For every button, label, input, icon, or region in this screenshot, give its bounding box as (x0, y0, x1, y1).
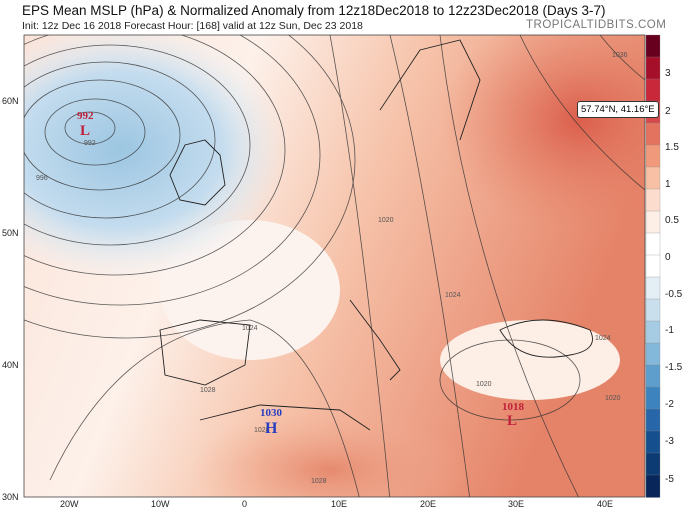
colorbar-swatch (645, 78, 661, 102)
colorbar-swatch (645, 320, 661, 344)
coordinate-tooltip: 57.74°N, 41.16°E (577, 101, 659, 118)
contour-label: 1036 (612, 52, 628, 59)
lon-label: 20W (60, 499, 79, 508)
colorbar-swatch (645, 254, 661, 278)
coastlines (159, 39, 593, 431)
lon-label: 10W (151, 499, 170, 508)
colorbar-swatch (645, 430, 661, 454)
colorbar-swatch (645, 166, 661, 190)
colorbar-label: 2 (665, 106, 671, 117)
low-center-atlantic: 992 L (77, 110, 94, 139)
colorbar-label: -3 (665, 436, 674, 447)
high-center-algeria: 1030 H (260, 407, 283, 437)
colorbar-label: 1.5 (665, 142, 679, 153)
contour-label: 1024 (595, 335, 611, 342)
low-center-mediterranean: 1018 L (502, 401, 525, 429)
contour-label: 996 (36, 175, 48, 182)
contour-label: 1020 (378, 217, 394, 224)
lat-label: 40N (2, 360, 19, 370)
lat-label: 60N (2, 96, 19, 106)
contour-label: 1024 (242, 325, 258, 332)
colorbar-swatch (645, 342, 661, 366)
colorbar-swatch (645, 474, 661, 498)
colorbar-swatch (645, 56, 661, 80)
center-letter: L (80, 123, 90, 139)
lon-label: 20E (420, 499, 436, 508)
colorbar-swatch (645, 298, 661, 322)
lon-label: 40E (597, 499, 613, 508)
colorbar-label: -2 (665, 399, 674, 410)
map-subtitle: Init: 12z Dec 16 2018 Forecast Hour: [16… (22, 20, 363, 32)
center-letter: L (507, 413, 517, 429)
colorbar-label: -5 (665, 474, 674, 485)
colorbar-swatch (645, 276, 661, 300)
colorbar-label: -1.5 (665, 362, 683, 373)
lon-label: 0 (242, 499, 247, 508)
center-value: 1018 (502, 401, 525, 413)
colorbar-swatch (645, 122, 661, 146)
colorbar-label: -0.5 (665, 289, 683, 300)
colorbar-label: 0 (665, 252, 671, 263)
center-letter: H (265, 420, 278, 437)
contour-label: 1028 (311, 478, 327, 485)
colorbar-swatch (645, 408, 661, 432)
colorbar-swatch (645, 232, 661, 256)
colorbar-label: 1 (665, 179, 671, 190)
colorbar-swatch (645, 210, 661, 234)
center-value: 992 (77, 110, 94, 122)
colorbar-swatch (645, 144, 661, 168)
lat-label: 30N (2, 492, 19, 502)
center-value: 1030 (260, 407, 283, 419)
brand-label: TROPICALTIDBITS.COM (526, 19, 667, 31)
isobars (24, 35, 645, 497)
colorbar-swatch (645, 34, 661, 58)
colorbar-label: 3 (665, 68, 671, 79)
contour-label: 1020 (605, 395, 621, 402)
contour-label: 1024 (445, 292, 461, 299)
contour-label: 1020 (476, 381, 492, 388)
colorbar-label: 0.5 (665, 215, 679, 226)
map-title: EPS Mean MSLP (hPa) & Normalized Anomaly… (22, 3, 606, 18)
colorbar-label: -1 (665, 325, 674, 336)
colorbar-swatch (645, 364, 661, 388)
colorbar-swatch (645, 452, 661, 476)
contour-label: 1028 (254, 427, 270, 434)
lat-label: 50N (2, 228, 19, 238)
colorbar-labels: 3 2 1.5 1 0.5 0 -0.5 -1 -1.5 -2 -3 -5 (665, 68, 683, 485)
lon-label: 30E (508, 499, 524, 508)
colorbar-swatch (645, 188, 661, 212)
lon-label: 10E (331, 499, 347, 508)
contour-label: 992 (84, 140, 96, 147)
contour-label: 1028 (200, 387, 216, 394)
colorbar-swatch (645, 386, 661, 410)
